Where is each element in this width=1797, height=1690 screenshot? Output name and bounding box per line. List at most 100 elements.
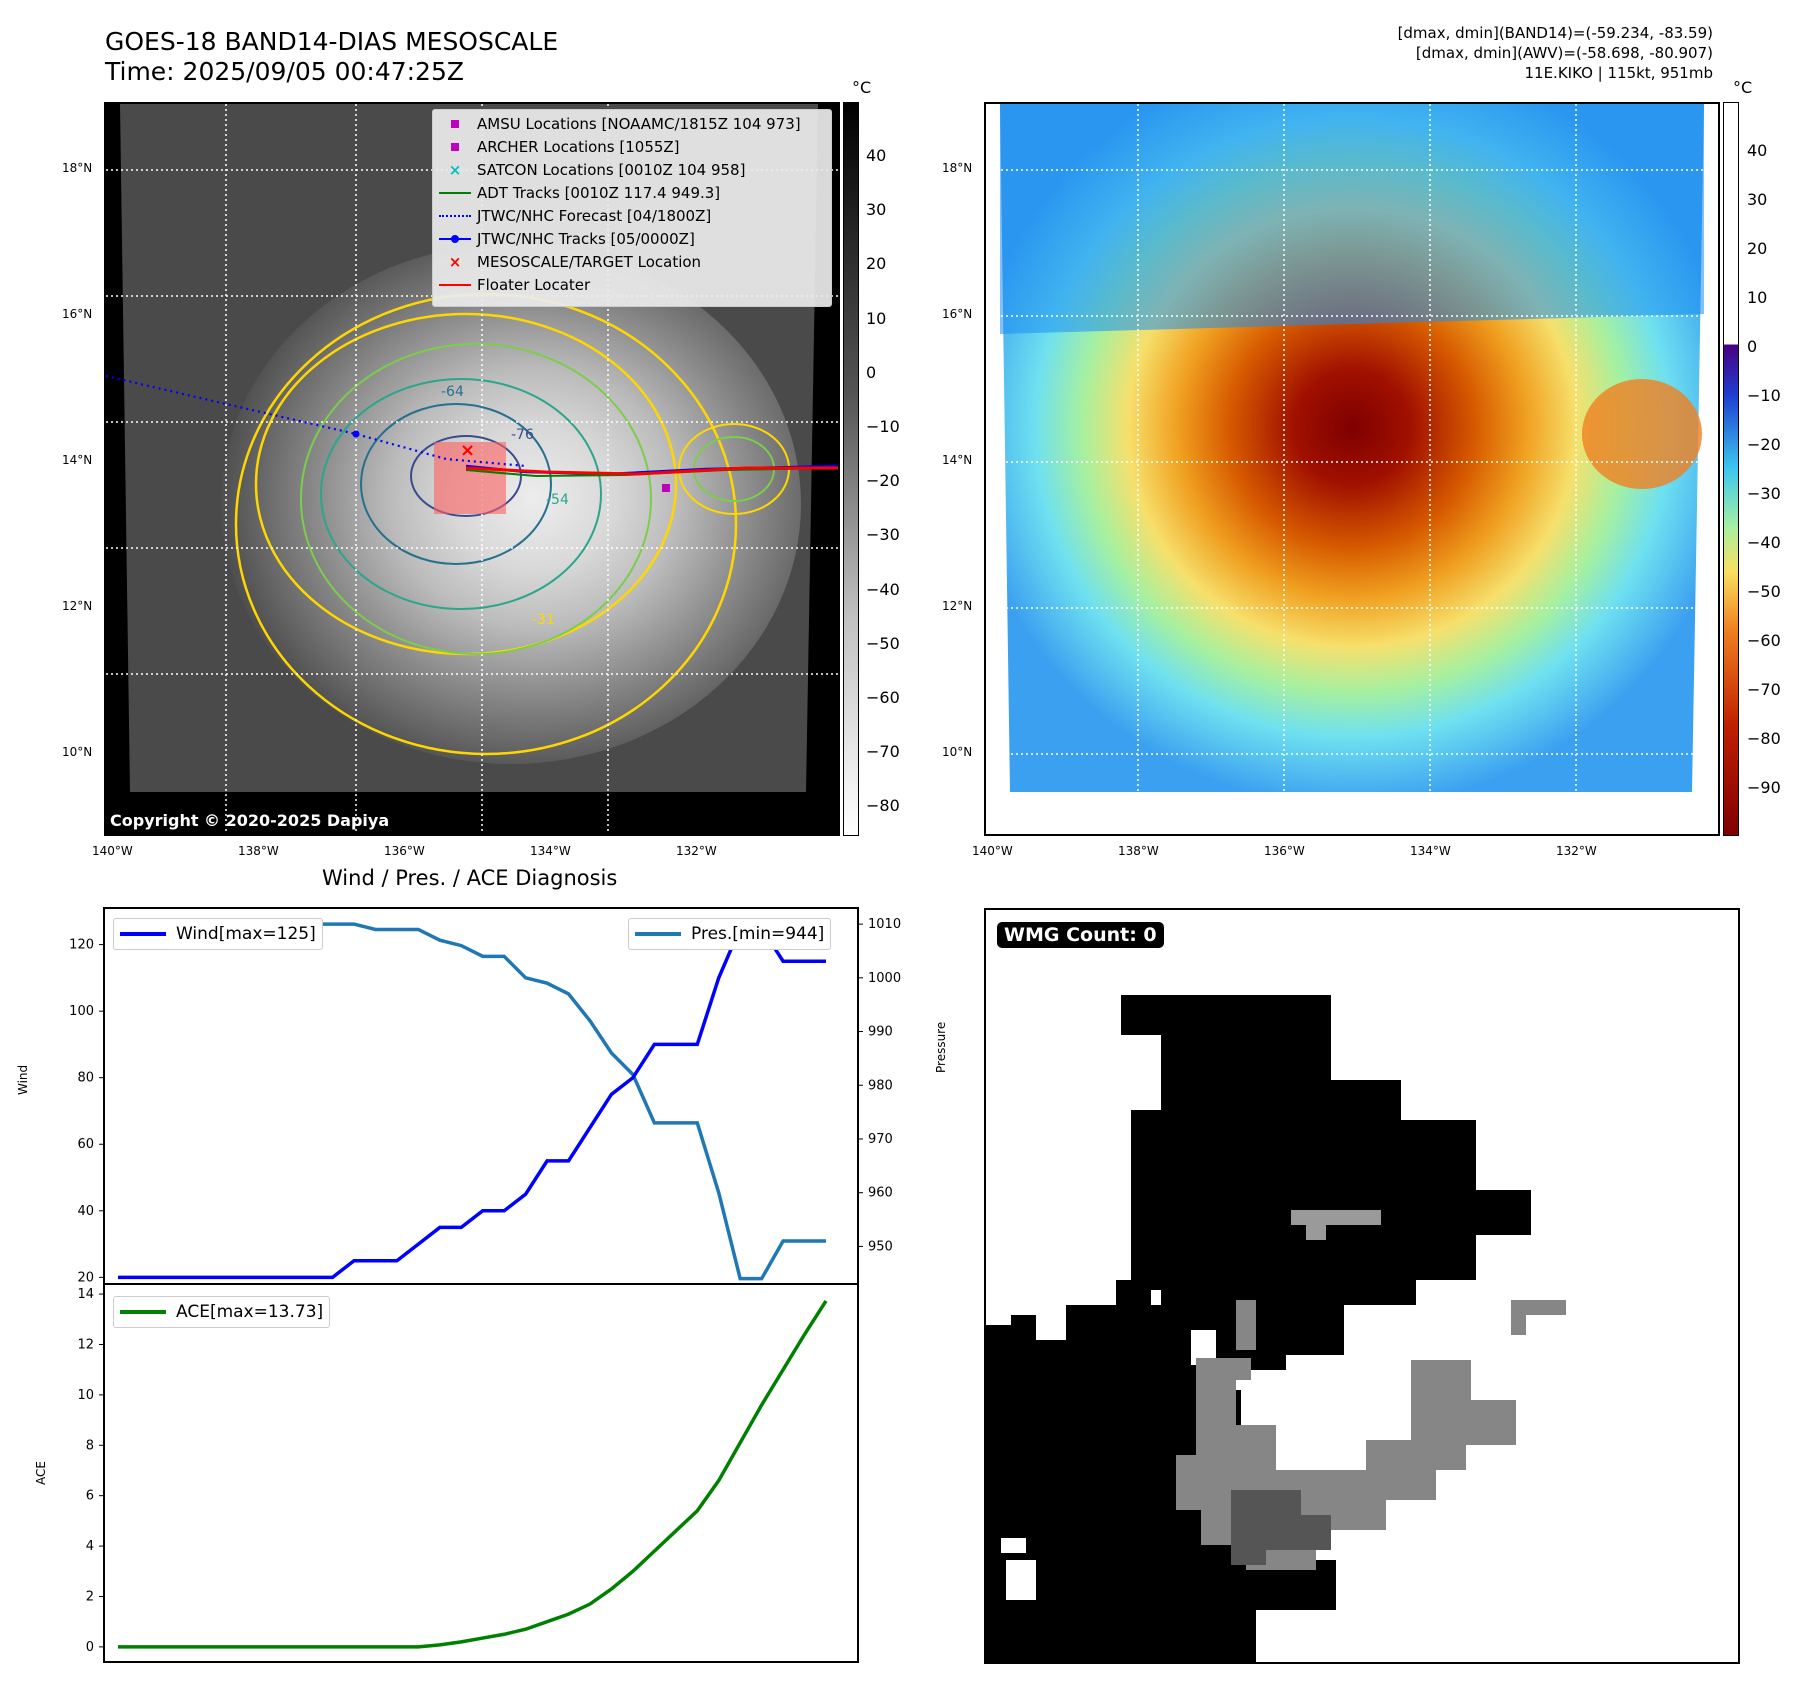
line-icon <box>120 1310 166 1314</box>
colorbar-right-tick: −20 <box>1747 435 1781 454</box>
legend-row-adt: ADT Tracks [0010Z 117.4 949.3] <box>433 183 720 203</box>
awv-map-panel <box>984 102 1720 836</box>
colorbar-left-tick: 10 <box>866 308 887 328</box>
lat-label: 16°N <box>942 307 973 321</box>
ace-tick-label: 6 <box>86 1489 94 1504</box>
legend-row-satcon: × SATCON Locations [0010Z 104 958] <box>433 160 746 180</box>
dotted-line-icon <box>433 215 477 217</box>
ace-line <box>118 1299 828 1649</box>
lon-label: 136°W <box>384 844 425 858</box>
wind-tick-label: 80 <box>77 1071 94 1086</box>
info-awv: [dmax, dmin](AWV)=(-58.698, -80.907) <box>1415 44 1713 62</box>
colorbar-right-tick: −70 <box>1747 680 1781 699</box>
line-icon <box>433 192 477 194</box>
legend-row-forecast: JTWC/NHC Forecast [04/1800Z] <box>433 206 711 226</box>
lat-label: 10°N <box>942 745 973 759</box>
colorbar-right <box>1723 102 1739 836</box>
colorbar-right-tick: 30 <box>1747 190 1768 209</box>
square-icon <box>433 120 477 128</box>
colorbar-right-tick: 0 <box>1747 337 1758 356</box>
lon-label: 132°W <box>1556 844 1597 858</box>
colorbar-left-tick: −70 <box>866 742 900 762</box>
wind-tick-label: 120 <box>69 938 94 953</box>
colorbar-right-tick: −10 <box>1747 386 1781 405</box>
x-icon: × <box>448 253 462 271</box>
ir-map-panel: × -64 -76 -54 -31 Copyright © 2020-2025 … <box>104 102 840 836</box>
lat-label: 16°N <box>62 307 93 321</box>
lat-label: 10°N <box>62 745 93 759</box>
colorbar-right-tick: −80 <box>1747 729 1781 748</box>
colorbar-left-tick: −30 <box>866 525 900 545</box>
ace-legend: ACE[max=13.73] <box>113 1296 331 1328</box>
legend-row-floater: Floater Locater <box>433 275 590 295</box>
amsu-marker <box>662 484 670 492</box>
map-legend: AMSU Locations [NOAAMC/1815Z 104 973] AR… <box>432 109 832 307</box>
ace-tick-label: 4 <box>86 1539 94 1554</box>
wind-line <box>118 926 826 1280</box>
x-icon: × <box>448 161 462 179</box>
lon-label: 134°W <box>530 844 571 858</box>
copyright-text: Copyright © 2020-2025 Dapiya <box>110 811 389 830</box>
target-box <box>434 442 506 514</box>
chart-time: Time: 2025/09/05 00:47:25Z <box>105 57 464 86</box>
ace-axes <box>103 1283 859 1663</box>
lon-label: 138°W <box>1118 844 1159 858</box>
lon-label: 140°W <box>92 844 133 858</box>
ace-tick-label: 10 <box>77 1388 94 1403</box>
chart-title: GOES-18 BAND14-DIAS MESOSCALE <box>105 27 559 56</box>
diagnosis-chart: 20 40 60 80 100 120 950 960 970 980 990 1000 1010 0 2 4… <box>69 907 901 1663</box>
wind-legend: Wind[max=125] <box>113 918 323 950</box>
lon-label: 136°W <box>1264 844 1305 858</box>
colorbar-left-tick: 40 <box>866 146 887 165</box>
legend-row-nhc: JTWC/NHC Tracks [05/0000Z] <box>433 229 695 249</box>
colorbar-right-tick: 40 <box>1747 141 1768 160</box>
wind-tick-label: 40 <box>77 1204 94 1219</box>
colorbar-right-tick: −50 <box>1747 582 1781 601</box>
wmg-image <box>986 995 1566 1662</box>
colorbar-right-tick: −30 <box>1747 484 1781 503</box>
pressure-legend: Pres.[min=944] <box>628 918 832 950</box>
ace-tick-label: 14 <box>77 1287 94 1302</box>
ace-tick-label: 2 <box>86 1589 94 1604</box>
pressure-tick-label: 970 <box>868 1132 893 1147</box>
colorbar-left-tick: −60 <box>866 688 900 707</box>
wmg-count-label: WMG Count: 0 <box>997 922 1164 948</box>
lat-label: 14°N <box>942 453 973 467</box>
floater-track <box>465 466 838 476</box>
line-icon <box>433 284 477 286</box>
colorbar-left-tick: −50 <box>866 633 900 653</box>
contour-label-54: -54 <box>546 492 569 508</box>
wind-tick-label: 60 <box>77 1137 94 1152</box>
colorbar-right-tick: −90 <box>1747 778 1781 797</box>
info-storm: 11E.KIKO | 115kt, 951mb <box>1524 64 1713 82</box>
lon-label: 140°W <box>972 844 1013 858</box>
legend-row-archer: ARCHER Locations [1055Z] <box>433 137 680 157</box>
wind-tick-label: 20 <box>77 1270 94 1285</box>
pressure-tick-label: 1010 <box>868 917 901 932</box>
lon-label: 138°W <box>238 844 279 858</box>
colorbar-left-tick: −80 <box>866 796 900 816</box>
pressure-tick-label: 990 <box>868 1025 893 1040</box>
ace-tick-label: 8 <box>86 1438 94 1453</box>
lat-label: 18°N <box>62 161 93 175</box>
lat-label: 12°N <box>942 599 973 613</box>
wind-tick-label: 100 <box>69 1004 94 1019</box>
colorbar-left-tick: 20 <box>866 254 887 274</box>
colorbar-right-tick: 20 <box>1747 239 1768 258</box>
contour-label-31: -31 <box>532 612 555 628</box>
line-icon <box>120 932 166 936</box>
wmg-panel <box>984 908 1740 1664</box>
line-dot-icon <box>433 235 477 243</box>
line-icon <box>635 932 681 936</box>
legend-row-target: × MESOSCALE/TARGET Location <box>433 252 701 272</box>
square-icon <box>433 143 477 151</box>
colorbar-left-tick: 0 <box>866 362 877 382</box>
lat-label: 14°N <box>62 453 93 467</box>
pressure-tick-label: 950 <box>868 1239 893 1254</box>
info-band14: [dmax, dmin](BAND14)=(-59.234, -83.59) <box>1397 24 1713 42</box>
colorbar-right-tick: −40 <box>1747 533 1781 552</box>
colorbar-right-tick: −60 <box>1747 631 1781 650</box>
pressure-tick-label: 980 <box>868 1078 893 1093</box>
lat-label: 18°N <box>942 161 973 175</box>
legend-row-amsu: AMSU Locations [NOAAMC/1815Z 104 973] <box>433 114 801 134</box>
